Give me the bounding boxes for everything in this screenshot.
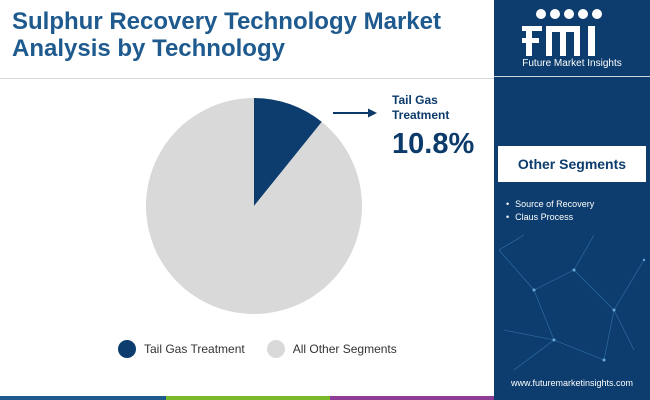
pie-slice-tail-gas-treatment <box>254 98 322 206</box>
chart-panel: Sulphur Recovery Technology Market Analy… <box>0 8 494 400</box>
callout-value: 10.8% <box>392 128 475 160</box>
legend-item-other: All Other Segments <box>266 340 397 358</box>
website-url: www.futuremarketinsights.com <box>510 378 634 388</box>
legend-label-other: All Other Segments <box>292 342 397 356</box>
legend-label-tail-gas: Tail Gas Treatment <box>144 342 245 356</box>
network-decoration-graphic <box>498 234 646 371</box>
callout-label: Tail Gas Treatment <box>392 93 450 122</box>
legend-swatch-tail-gas <box>118 340 136 358</box>
accent-bar-blue <box>0 396 166 400</box>
sidebar: Future Market Insights Other Segments So… <box>494 0 650 400</box>
chart-legend: Tail Gas Treatment All Other Segments <box>118 340 419 358</box>
title-divider <box>0 78 494 79</box>
brand-text: Future Market Insights <box>522 58 622 69</box>
segment-item: Source of Recovery <box>506 198 594 211</box>
other-segments-title: Other Segments <box>517 156 627 172</box>
accent-bar-green <box>166 396 330 400</box>
callout-arrow <box>333 108 377 118</box>
other-segments-header: Other Segments <box>498 146 646 182</box>
chart-title: Sulphur Recovery Technology Market Analy… <box>12 8 441 62</box>
legend-item-tail-gas: Tail Gas Treatment <box>118 340 245 358</box>
legend-swatch-other <box>266 340 285 358</box>
bottom-accent-bar <box>0 396 494 400</box>
fmi-logo <box>522 9 602 56</box>
pie-slice-all-other-segments <box>146 98 362 315</box>
accent-bar-purple <box>330 396 494 400</box>
sidebar-divider <box>494 76 650 77</box>
segment-list: Source of Recovery Claus Process <box>506 198 594 224</box>
segment-item: Claus Process <box>506 211 594 224</box>
pie-chart <box>146 98 377 315</box>
